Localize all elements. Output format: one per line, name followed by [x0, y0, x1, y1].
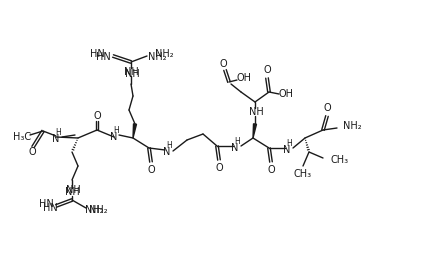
Polygon shape	[252, 124, 256, 138]
Text: O: O	[93, 111, 101, 121]
Text: H: H	[166, 141, 172, 150]
Text: N: N	[231, 143, 238, 153]
Text: CH₃: CH₃	[330, 155, 348, 165]
Text: NH₂: NH₂	[84, 205, 103, 215]
Text: NH: NH	[123, 67, 138, 77]
Text: H: H	[233, 137, 240, 146]
Text: O: O	[215, 163, 222, 173]
Text: O: O	[219, 59, 226, 69]
Text: NH₂: NH₂	[155, 49, 173, 59]
Text: OH: OH	[278, 89, 293, 99]
Text: H: H	[286, 139, 291, 148]
Text: O: O	[263, 65, 270, 75]
Text: O: O	[322, 103, 330, 113]
Text: HN: HN	[95, 52, 110, 62]
Text: NH₂: NH₂	[89, 205, 107, 215]
Text: NH: NH	[124, 69, 139, 79]
Text: O: O	[147, 165, 154, 175]
Polygon shape	[133, 124, 136, 138]
Text: H: H	[113, 125, 119, 134]
Text: NH: NH	[64, 187, 79, 197]
Text: H: H	[55, 127, 61, 137]
Text: OH: OH	[237, 73, 252, 83]
Text: O: O	[28, 147, 36, 157]
Text: NH: NH	[248, 107, 263, 117]
Text: NH: NH	[65, 185, 80, 195]
Text: N: N	[110, 132, 117, 142]
Text: NH₂: NH₂	[147, 52, 166, 62]
Text: H₃C: H₃C	[13, 132, 31, 142]
Text: O: O	[267, 165, 274, 175]
Text: NH₂: NH₂	[342, 121, 361, 131]
Text: N: N	[163, 147, 170, 157]
Text: HN: HN	[39, 199, 53, 209]
Text: HN: HN	[90, 49, 105, 59]
Text: N: N	[52, 134, 59, 144]
Text: HN: HN	[43, 203, 57, 213]
Text: CH₃: CH₃	[293, 169, 311, 179]
Text: N: N	[283, 145, 290, 155]
